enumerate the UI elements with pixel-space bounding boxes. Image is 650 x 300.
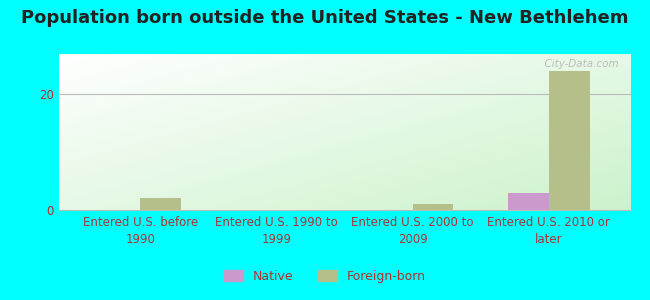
Text: City-Data.com: City-Data.com [538,59,619,69]
Legend: Native, Foreign-born: Native, Foreign-born [219,265,431,288]
Bar [549,71,590,210]
Bar [508,193,549,210]
Text: Population born outside the United States - New Bethlehem: Population born outside the United State… [21,9,629,27]
Bar [413,204,454,210]
Bar [140,198,181,210]
